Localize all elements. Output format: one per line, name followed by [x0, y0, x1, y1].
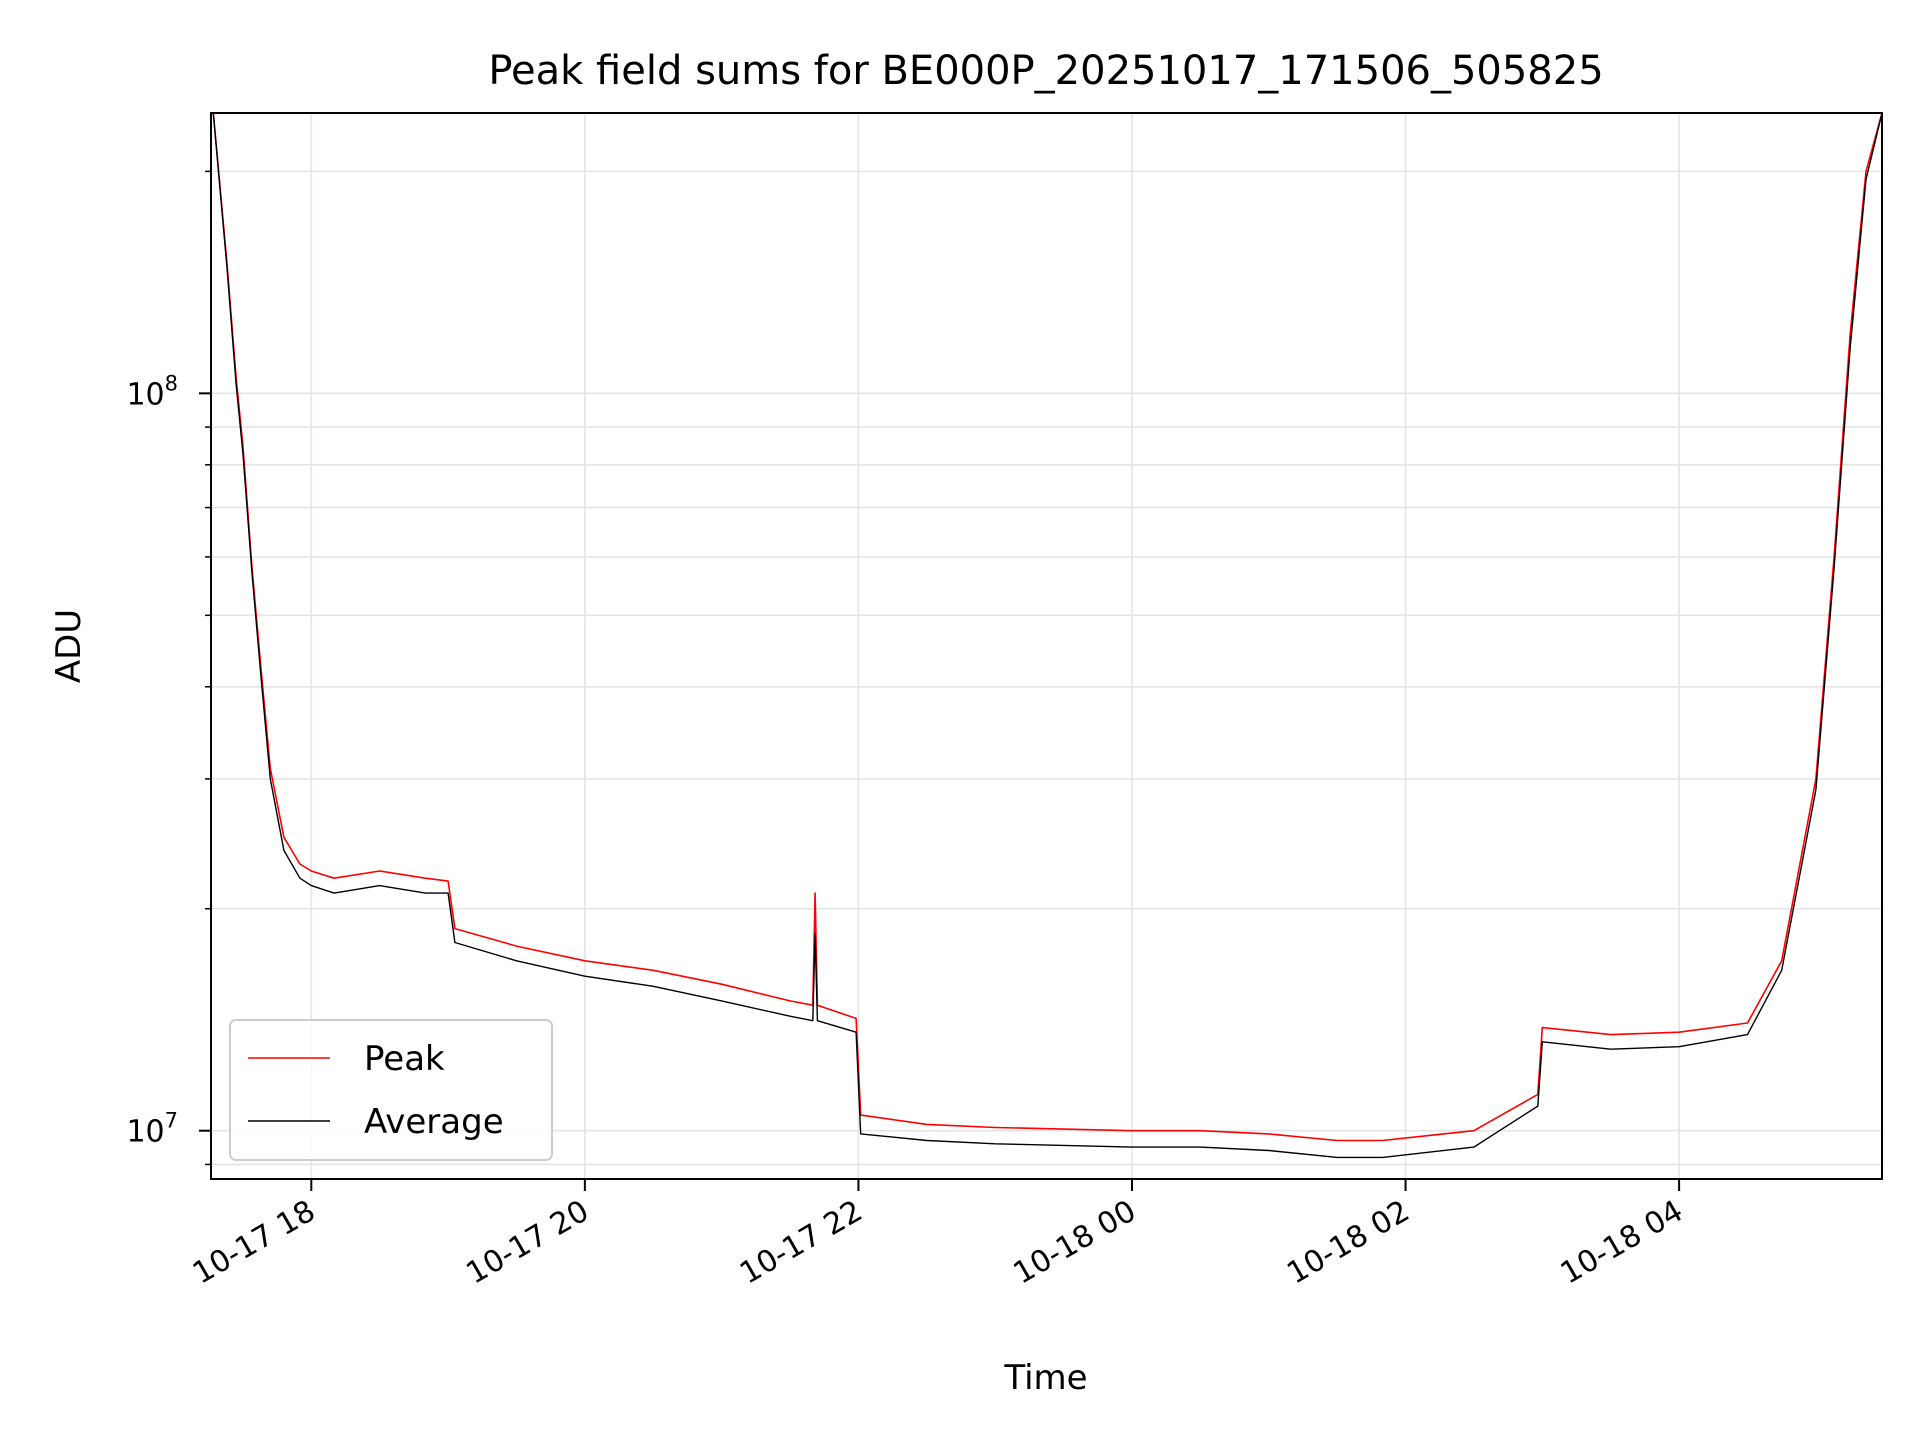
plot-lines — [212, 112, 1883, 1159]
x-axis-label: Time — [1003, 1358, 1087, 1398]
y-axis-label: ADU — [49, 609, 89, 683]
series-line-average — [212, 112, 1883, 1159]
chart-title: Peak field sums for BE000P_20251017_1715… — [488, 48, 1603, 94]
plot-frame — [210, 112, 1883, 1180]
y-axis: 107 108 — [126, 170, 211, 1166]
y-tick-label: 107 — [126, 1109, 178, 1150]
legend: Peak Average — [229, 1019, 553, 1161]
legend-label-peak: Peak — [364, 1039, 445, 1079]
legend-box — [229, 1019, 553, 1161]
legend-label-average: Average — [364, 1102, 504, 1142]
y-tick-label: 108 — [126, 371, 178, 412]
